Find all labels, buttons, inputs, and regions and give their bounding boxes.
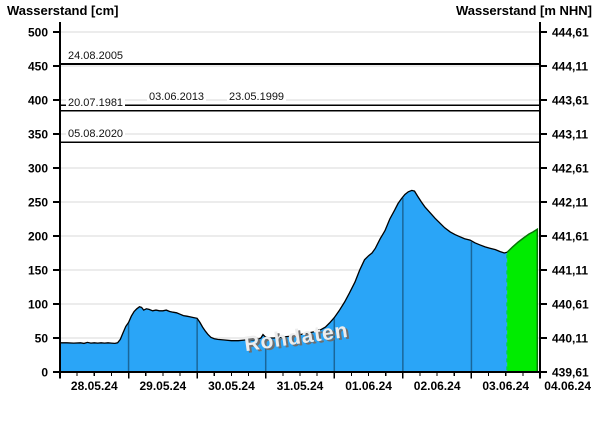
y-left-tick-label: 100 bbox=[28, 298, 48, 312]
forecast-outline bbox=[506, 227, 539, 372]
y-left-tick-label: 50 bbox=[35, 332, 49, 346]
y-right-tick-label: 440,11 bbox=[552, 332, 588, 346]
x-tick-label: 31.05.24 bbox=[277, 379, 324, 393]
y-left-tick-label: 0 bbox=[41, 366, 48, 380]
x-tick-label: 30.05.24 bbox=[208, 379, 255, 393]
y-right-tick-label: 441,11 bbox=[552, 264, 588, 278]
measured-outline bbox=[60, 189, 508, 345]
reference-line-label: 05.08.2020 bbox=[66, 128, 126, 142]
x-tick-label: 04.06.24 bbox=[544, 379, 591, 393]
y-left-tick-label: 150 bbox=[28, 264, 48, 278]
y-right-tick-label: 443,61 bbox=[552, 94, 589, 108]
x-tick-label: 01.06.24 bbox=[345, 379, 392, 393]
left-axis-title: Wasserstand [cm] bbox=[7, 3, 119, 18]
y-right-tick-labels: 444,61 444,11 443,61 443,11 442,61 442,11 441,… bbox=[552, 26, 589, 380]
x-tick-label: 03.06.24 bbox=[482, 379, 529, 393]
y-right-tick-label: 443,11 bbox=[552, 128, 588, 142]
axis-ticks bbox=[53, 31, 547, 379]
y-right-tick-label: 439,61 bbox=[552, 366, 589, 380]
day-boundary-lines bbox=[127, 197, 473, 372]
y-left-tick-label: 350 bbox=[28, 128, 48, 142]
x-tick-label: 28.05.24 bbox=[71, 379, 118, 393]
measured-area bbox=[60, 190, 508, 372]
y-left-tick-label: 250 bbox=[28, 196, 48, 210]
y-right-tick-label: 442,11 bbox=[552, 196, 588, 210]
x-tick-label: 29.05.24 bbox=[139, 379, 186, 393]
y-right-tick-label: 444,11 bbox=[552, 60, 588, 74]
forecast-area bbox=[507, 229, 538, 372]
reference-line-label: 03.06.2013 bbox=[147, 91, 207, 105]
x-tick-labels: 28.05.24 29.05.24 30.05.24 31.05.24 01.06.24… bbox=[71, 379, 591, 393]
right-axis-title: Wasserstand [m NHN] bbox=[455, 3, 592, 18]
y-right-tick-label: 440,61 bbox=[552, 298, 589, 312]
y-right-tick-label: 444,61 bbox=[552, 26, 589, 40]
x-tick-label: 02.06.24 bbox=[414, 379, 461, 393]
y-left-tick-label: 400 bbox=[28, 94, 48, 108]
reference-line-label: 23.05.1999 bbox=[227, 91, 287, 105]
y-left-tick-label: 500 bbox=[28, 26, 48, 40]
reference-line-label: 24.08.2005 bbox=[66, 49, 126, 63]
reference-lines bbox=[60, 63, 540, 143]
reference-line-label: 20.07.1981 bbox=[66, 96, 126, 110]
y-right-tick-label: 442,61 bbox=[552, 162, 589, 176]
y-left-tick-label: 300 bbox=[28, 162, 48, 176]
y-left-tick-label: 200 bbox=[28, 230, 48, 244]
y-right-tick-label: 441,61 bbox=[552, 230, 589, 244]
y-left-tick-label: 450 bbox=[28, 60, 48, 74]
axes bbox=[59, 22, 543, 373]
